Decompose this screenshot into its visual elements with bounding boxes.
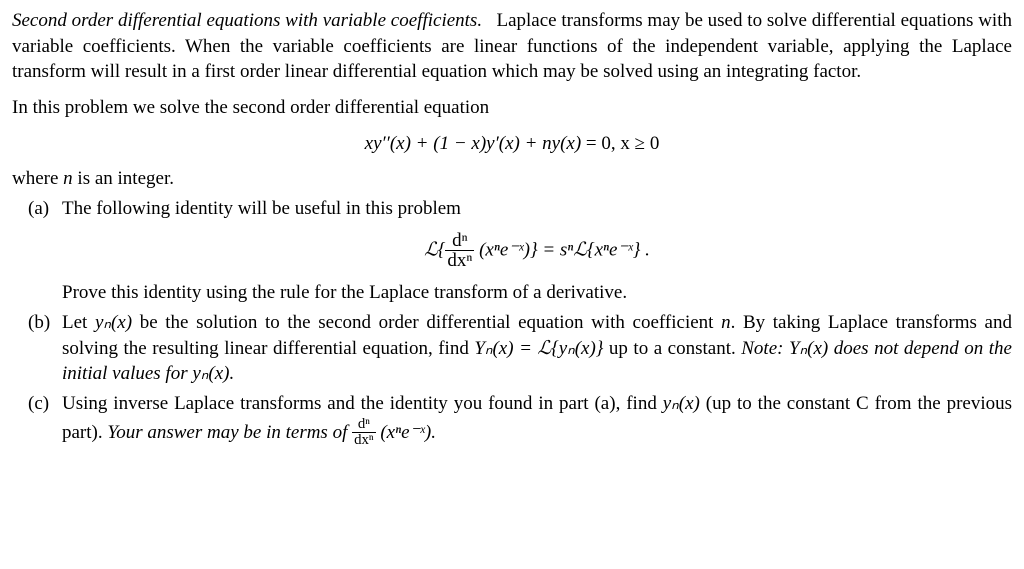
identity-equation: ℒ{dⁿdxⁿ (xⁿe⁻ˣ)} = sⁿℒ{xⁿe⁻ˣ} . [62,231,1012,270]
part-c: (c) Using inverse Laplace transforms and… [28,391,1012,447]
part-b-body: Let yₙ(x) be the solution to the second … [62,310,1012,387]
part-b-label: (b) [28,310,62,387]
part-a-body: The following identity will be useful in… [62,196,1012,306]
main-equation: xy′′(x) + (1 − x)y′(x) + ny(x) = 0, x ≥ … [12,131,1012,157]
intro-title: Second order differential equations with… [12,10,482,31]
main-eqn-rhs: = 0, x ≥ 0 [586,133,659,154]
part-b: (b) Let yₙ(x) be the solution to the sec… [28,310,1012,387]
fraction-dn-dxn-small: dⁿdxⁿ [352,417,375,448]
fraction-dn-dxn: dⁿdxⁿ [445,231,474,270]
part-c-note: Your answer may be in terms of dⁿdxⁿ (xⁿ… [107,422,436,443]
part-a-label: (a) [28,196,62,306]
intro-lead: In this problem we solve the second orde… [12,95,1012,121]
main-eqn-lhs: xy′′(x) + (1 − x)y′(x) + ny(x) [365,133,582,154]
part-a-line1: The following identity will be useful in… [62,196,1012,222]
part-a-after: Prove this identity using the rule for t… [62,280,1012,306]
intro-paragraph: Second order differential equations with… [12,8,1012,85]
part-c-label: (c) [28,391,62,447]
where-clause: where n is an integer. [12,166,1012,192]
problem-list: (a) The following identity will be usefu… [12,196,1012,447]
part-a: (a) The following identity will be usefu… [28,196,1012,306]
part-c-body: Using inverse Laplace transforms and the… [62,391,1012,447]
